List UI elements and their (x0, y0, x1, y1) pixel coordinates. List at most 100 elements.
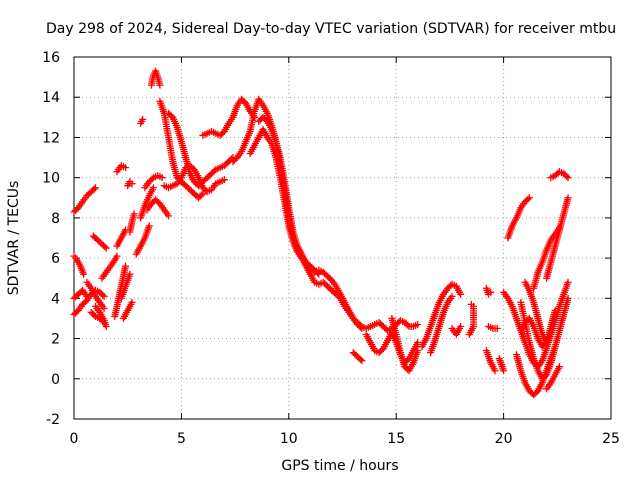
data-point (149, 184, 157, 192)
series-arc-l (113, 162, 130, 176)
data-point (90, 185, 98, 193)
series-arc-w (156, 97, 207, 202)
chart-title: Day 298 of 2024, Sidereal Day-to-day VTE… (46, 21, 616, 37)
y-tick-label: 14 (42, 90, 60, 106)
y-tick-label: -2 (46, 412, 60, 428)
data-point (197, 191, 205, 199)
data-point (210, 167, 218, 175)
data-point (524, 195, 532, 203)
data-point (128, 180, 136, 188)
data-point (102, 244, 110, 252)
x-tick-label: 0 (70, 431, 79, 447)
series-arc-ad (354, 316, 422, 335)
series-arc-y (160, 162, 228, 196)
series-arc-i (98, 252, 121, 282)
x-tick-label: 5 (177, 431, 186, 447)
data-point (563, 172, 571, 180)
series-arc-ay (543, 363, 563, 393)
y-tick-label: 8 (51, 211, 60, 227)
plot-frame (73, 56, 612, 420)
data-point (358, 357, 366, 365)
series-arc-q (132, 222, 153, 258)
data-point (139, 115, 147, 123)
x-tick-label: 10 (280, 431, 298, 447)
data-point (99, 291, 107, 299)
series-arc-au (504, 194, 533, 242)
data-point (158, 174, 166, 182)
series-arc-an (485, 322, 501, 332)
series-arc-e (83, 278, 108, 312)
series-arc-o (119, 298, 136, 322)
data-point (564, 294, 572, 302)
series-arc-aw (543, 194, 572, 282)
series-arc-n (117, 270, 134, 302)
data-point (414, 339, 422, 347)
data-point (414, 347, 422, 355)
data-point (564, 194, 572, 202)
x-tick-label: 15 (387, 431, 405, 447)
series-arc-ao (495, 355, 508, 375)
y-tick-label: 12 (42, 130, 60, 146)
series-arc-aj (448, 322, 465, 339)
data-point (448, 292, 456, 300)
series-arc-az (467, 300, 475, 308)
data-point (525, 194, 533, 202)
data-point (156, 81, 164, 89)
series-arc-m (124, 178, 136, 190)
data-point (493, 325, 501, 332)
x-tick-label: 25 (602, 431, 620, 447)
series-arc-ae (349, 349, 366, 365)
data-point (100, 304, 108, 312)
x-axis-label: GPS time / hours (281, 458, 398, 474)
data-point (102, 322, 110, 330)
axis-ticks: 0 5 10 15 20 25 -2 0 2 4 6 8 10 12 14 16 (42, 50, 620, 447)
series-arc-ah (418, 280, 465, 351)
series-arc-ak (465, 302, 478, 339)
data-point (122, 164, 130, 172)
data-point (148, 175, 156, 183)
series-arc-v (143, 196, 173, 220)
y-tick-label: 6 (51, 251, 60, 267)
series-arc-ar (512, 343, 559, 399)
y-tick-label: 16 (42, 50, 60, 66)
data-point (126, 270, 134, 278)
series-arc-ax (547, 168, 572, 182)
series-arc-ag (388, 314, 422, 375)
data-point (91, 184, 99, 192)
series-arc-ai (427, 292, 456, 357)
y-tick-label: 2 (51, 332, 60, 348)
data-point (100, 292, 108, 300)
x-tick-label: 20 (495, 431, 513, 447)
y-tick-label: 10 (42, 171, 60, 187)
series-arc-s (137, 115, 147, 127)
series-arc-a (70, 184, 99, 216)
grid (74, 57, 611, 419)
data-point (564, 278, 572, 286)
data-point (551, 343, 559, 351)
data-point (487, 288, 495, 296)
series-arc-g (91, 302, 110, 330)
data-point (564, 174, 572, 182)
data-point (404, 321, 412, 329)
data-point (555, 363, 563, 371)
data-point (113, 252, 121, 260)
series-arc-p (126, 210, 138, 236)
series-arc-u (141, 172, 166, 192)
y-tick-label: 0 (51, 372, 60, 388)
series-arc-r (137, 184, 157, 222)
series-arc-aa (229, 95, 323, 278)
data-point (122, 262, 130, 270)
series-arc-b (70, 252, 88, 278)
data-point (101, 243, 109, 251)
series-arc-ac (255, 113, 366, 332)
series-arc-am (482, 347, 499, 375)
data-points (70, 67, 572, 399)
data-point (467, 300, 475, 308)
y-axis-label: SDTVAR / TECUs (6, 181, 22, 296)
data-point (128, 298, 136, 306)
series-arc-t (147, 67, 164, 89)
y-tick-label: 4 (51, 291, 60, 307)
series-arc-k (113, 226, 130, 250)
data-point (80, 270, 88, 278)
